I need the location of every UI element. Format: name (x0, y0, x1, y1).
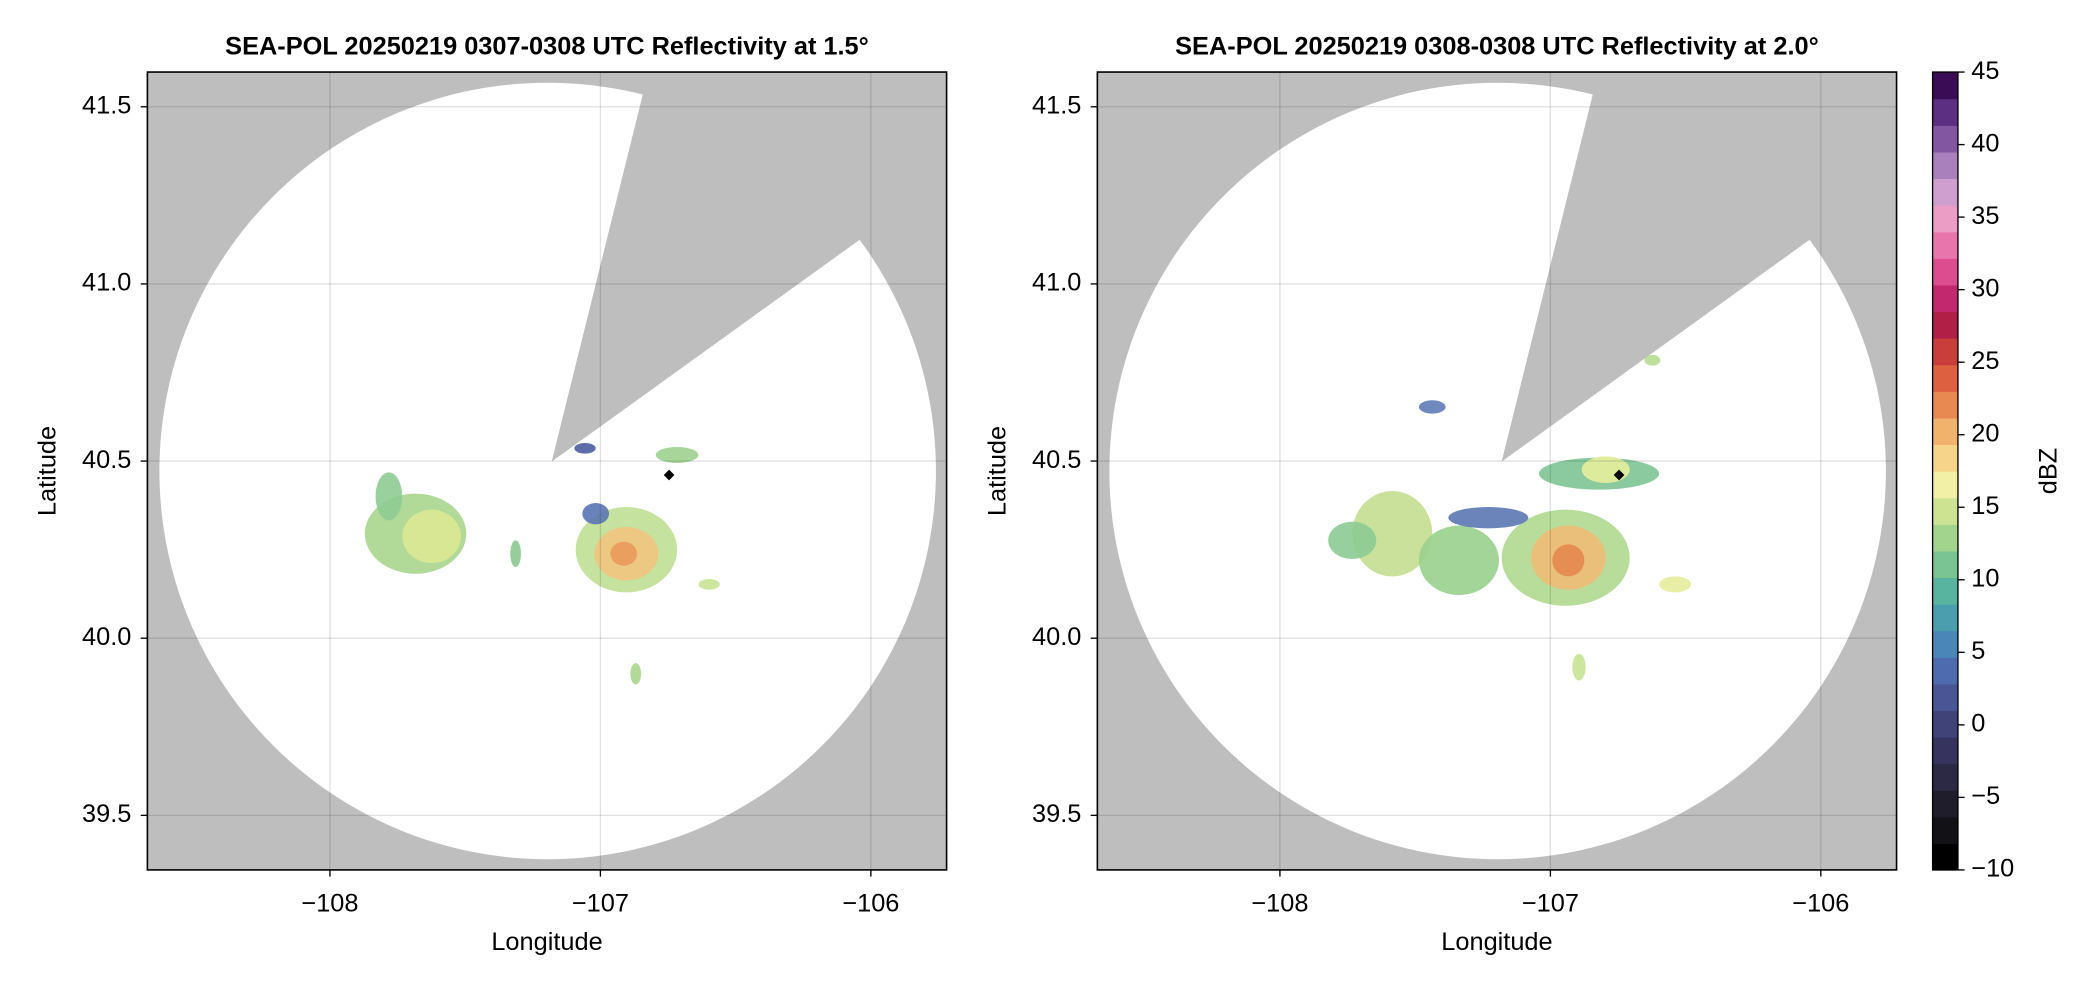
colorbar-tick-label: 5 (1971, 637, 1985, 665)
colorbar-tick-label: 30 (1971, 274, 1999, 302)
colorbar-label: dBZ (2035, 448, 2063, 494)
colorbar-step (1932, 497, 1958, 525)
colorbar-step (1932, 444, 1958, 472)
colorbar-step (1932, 98, 1958, 126)
chart-title: SEA-POL 20250219 0308-0308 UTC Reflectiv… (1175, 33, 1819, 61)
colorbar-tick-label: 35 (1971, 202, 1999, 230)
colorbar-tick-label: 15 (1971, 492, 1999, 520)
x-axis-label: Longitude (491, 928, 602, 956)
echo (655, 446, 699, 463)
axes-frame (146, 71, 948, 871)
colorbar-tick-label: −5 (1971, 782, 2000, 810)
map-panel (147, 72, 947, 870)
colorbar-step (1932, 258, 1958, 286)
colorbar-step (1932, 657, 1958, 685)
chart-title: SEA-POL 20250219 0307-0308 UTC Reflectiv… (225, 33, 869, 61)
x-tick-label: −106 (1792, 889, 1849, 917)
colorbar-step (1932, 72, 1958, 100)
x-tick-label: −108 (301, 889, 358, 917)
colorbar-tick-label: −10 (1971, 855, 2014, 883)
echo (610, 541, 638, 566)
colorbar-tick-label: 10 (1971, 564, 1999, 592)
colorbar-step (1932, 843, 1958, 871)
echo (1418, 400, 1446, 414)
y-axis-label: Latitude (33, 426, 61, 516)
colorbar-step (1932, 603, 1958, 632)
colorbar-frame (1931, 71, 1959, 871)
x-tick-label: −107 (1522, 889, 1579, 917)
colorbar-step (1932, 577, 1958, 605)
colorbar-step (1932, 125, 1958, 153)
y-tick-label: 41.5 (1032, 91, 1081, 119)
colorbar-step (1932, 710, 1958, 738)
x-tick-label: −106 (842, 889, 899, 917)
y-tick-label: 40.0 (1032, 623, 1081, 651)
y-tick-label: 40.5 (82, 446, 131, 474)
blocked-sector (1501, 72, 1897, 462)
y-tick-label: 41.5 (82, 91, 131, 119)
colorbar-step (1932, 417, 1958, 446)
y-tick-label: 40.5 (1032, 446, 1081, 474)
colorbar-tick-label: 0 (1971, 710, 1985, 738)
colorbar-step (1932, 391, 1958, 419)
echo (1418, 525, 1499, 596)
echo (402, 509, 461, 564)
echo (582, 503, 610, 525)
y-tick-label: 41.0 (1032, 269, 1081, 297)
colorbar-step (1932, 736, 1958, 765)
echo (1448, 507, 1529, 529)
y-tick-label: 40.0 (82, 623, 131, 651)
colorbar-step (1932, 550, 1958, 579)
echo (375, 472, 403, 521)
echo (630, 663, 642, 685)
colorbar-step (1932, 683, 1958, 712)
colorbar-step (1932, 524, 1958, 552)
colorbar-step (1932, 763, 1958, 791)
map-panel (1097, 72, 1897, 870)
colorbar-step (1932, 338, 1958, 366)
y-axis-label: Latitude (983, 426, 1011, 516)
x-tick-label: −108 (1251, 889, 1308, 917)
axes-frame (1096, 71, 1898, 871)
y-tick-label: 41.0 (82, 269, 131, 297)
colorbar-step (1932, 151, 1958, 180)
colorbar-step (1932, 284, 1958, 313)
colorbar-step (1932, 364, 1958, 392)
blocked-sector (551, 72, 947, 462)
x-axis-label: Longitude (1441, 928, 1552, 956)
echo (1552, 544, 1585, 577)
colorbar-step (1932, 311, 1958, 339)
colorbar-step (1932, 178, 1958, 206)
colorbar-step (1932, 231, 1958, 259)
echo (1572, 653, 1586, 681)
echo (698, 579, 720, 590)
y-tick-label: 39.5 (82, 800, 131, 828)
colorbar-tick-label: 45 (1971, 57, 1999, 85)
colorbar-step (1932, 816, 1958, 844)
echo (1659, 576, 1692, 593)
echo (1644, 354, 1661, 366)
echo (1328, 521, 1377, 560)
radar-site (1613, 469, 1625, 481)
colorbar-step (1932, 470, 1958, 499)
colorbar-step (1932, 205, 1958, 233)
y-tick-label: 39.5 (1032, 800, 1081, 828)
echo (510, 540, 521, 568)
x-tick-label: −107 (572, 889, 629, 917)
echo (1581, 456, 1630, 483)
echo (1352, 490, 1433, 577)
colorbar-step (1932, 790, 1958, 818)
colorbar-step (1932, 630, 1958, 658)
echo (574, 442, 596, 454)
colorbar-tick-label: 20 (1971, 419, 1999, 447)
colorbar-tick-label: 40 (1971, 129, 1999, 157)
colorbar-tick-label: 25 (1971, 347, 1999, 375)
